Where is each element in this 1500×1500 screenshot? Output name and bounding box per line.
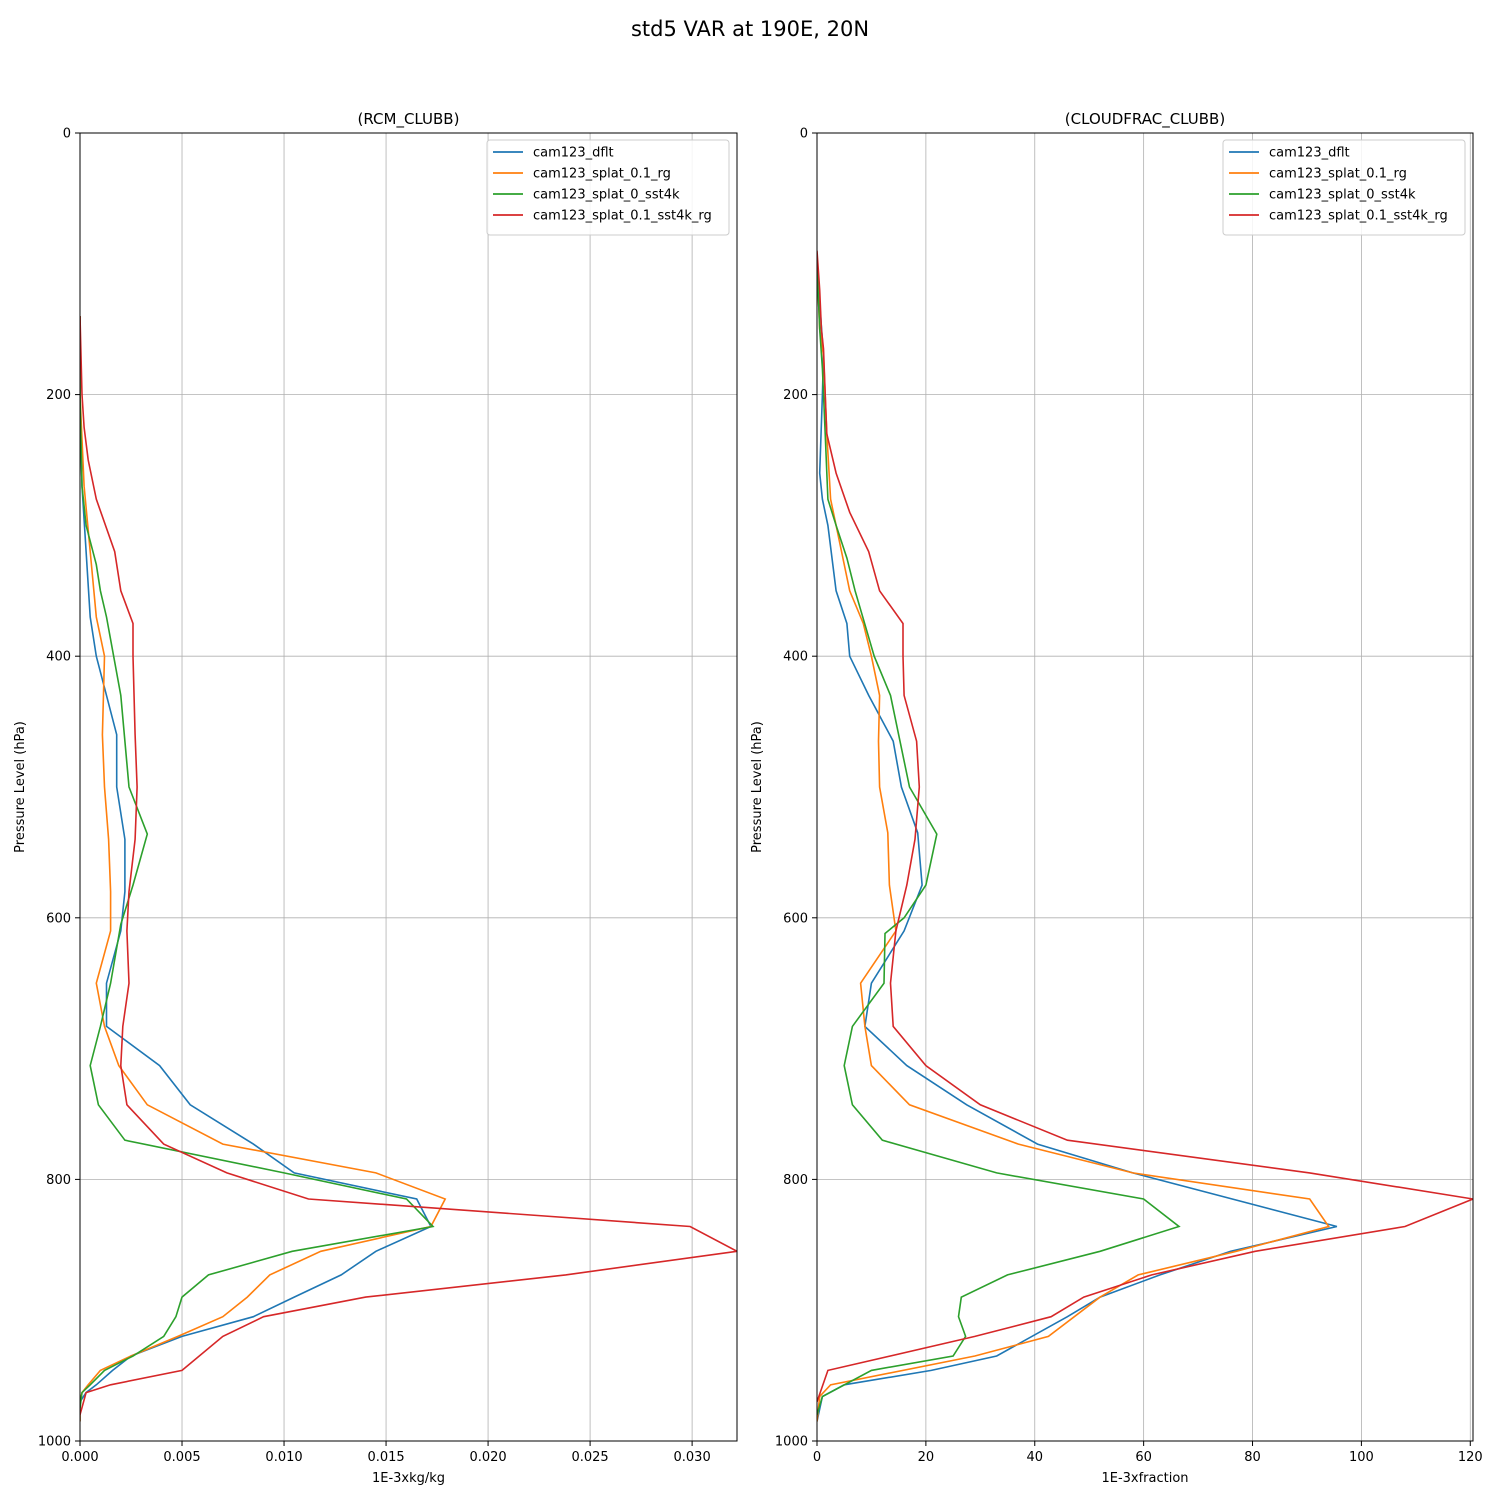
legend: cam123_dflt cam123_splat_0.1_rg cam123_spl… xyxy=(486,139,730,236)
y-axis-label: Pressure Level (hPa) xyxy=(750,721,765,853)
x-tick-label: 0.000 xyxy=(61,1450,98,1465)
x-tick-label: 120 xyxy=(1458,1450,1483,1465)
legend-entry-label: cam123_splat_0.1_rg xyxy=(533,167,671,182)
x-tick-label: 0.010 xyxy=(265,1450,302,1465)
y-tick-label: 400 xyxy=(783,650,808,665)
y-tick-label: 800 xyxy=(46,1173,71,1188)
y-tick-label: 0 xyxy=(63,127,71,142)
x-tick-label: 0 xyxy=(813,1450,821,1465)
legend-entry-label: cam123_splat_0_sst4k xyxy=(533,188,680,203)
legend-entry-label: cam123_dflt xyxy=(1269,146,1350,161)
axes-frame xyxy=(816,132,1474,1442)
series-group xyxy=(80,316,737,1422)
y-axis-label: Pressure Level (hPa) xyxy=(13,721,28,853)
legend-entry-label: cam123_splat_0.1_sst4k_rg xyxy=(1269,209,1448,224)
y-tick-label: 600 xyxy=(46,911,71,926)
legend-entry-label: cam123_dflt xyxy=(533,146,614,161)
x-tick-label: 0.020 xyxy=(469,1450,506,1465)
x-tick-label: 40 xyxy=(1026,1450,1043,1465)
x-axis-label: 1E-3xfraction xyxy=(1101,1471,1188,1486)
x-tick-label: 0.030 xyxy=(674,1450,711,1465)
legend-box xyxy=(486,139,730,236)
legend-entry-label: cam123_splat_0.1_sst4k_rg xyxy=(533,209,712,224)
series-line-cam123_splat_0_sst4k xyxy=(817,263,1181,1416)
x-axis-label: 1E-3xkg/kg xyxy=(372,1471,445,1486)
series-line-cam123_splat_0.1_rg xyxy=(817,263,1331,1422)
chart-panel-2: 0 20 40 60 80 100 120 0 200 400 600 800 1000 (CLOUDFR… xyxy=(750,110,1483,1486)
y-tick-label: 400 xyxy=(46,650,71,665)
panel-title: (RCM_CLUBB) xyxy=(358,110,460,129)
y-tick-label: 600 xyxy=(783,911,808,926)
x-tick-label: 0.005 xyxy=(163,1450,200,1465)
x-tick-label: 20 xyxy=(918,1450,935,1465)
series-line-cam123_dflt xyxy=(80,316,432,1422)
x-tick-label: 0.025 xyxy=(571,1450,608,1465)
series-line-cam123_splat_0.1_rg xyxy=(80,316,447,1422)
figure-suptitle: std5 VAR at 190E, 20N xyxy=(631,17,869,41)
y-tick-label: 1000 xyxy=(775,1435,808,1450)
series-line-cam123_splat_0.1_sst4k_rg xyxy=(80,316,737,1416)
legend-entry-label: cam123_splat_0.1_rg xyxy=(1269,167,1407,182)
series-line-cam123_splat_0_sst4k xyxy=(80,316,435,1409)
legend-entry-label: cam123_splat_0_sst4k xyxy=(1269,188,1416,203)
legend: cam123_dflt cam123_splat_0.1_rg cam123_spl… xyxy=(1222,139,1466,236)
chart-panel-1: 0.000 0.005 0.010 0.015 0.020 0.025 0.030 0 200 4… xyxy=(13,110,738,1486)
x-tick-label: 100 xyxy=(1349,1450,1374,1465)
y-tick-label: 1000 xyxy=(38,1435,71,1450)
x-tick-label: 80 xyxy=(1244,1450,1261,1465)
series-line-cam123_splat_0.1_sst4k_rg xyxy=(817,250,1473,1403)
panels: 0.000 0.005 0.010 0.015 0.020 0.025 0.03002004… xyxy=(13,110,1483,1486)
y-tick-label: 800 xyxy=(783,1173,808,1188)
y-tick-label: 0 xyxy=(800,127,808,142)
panel-title: (CLOUDFRAC_CLUBB) xyxy=(1065,110,1225,129)
axes-frame xyxy=(79,132,738,1442)
series-line-cam123_dflt xyxy=(817,263,1338,1422)
x-tick-label: 0.015 xyxy=(367,1450,404,1465)
x-tick-label: 60 xyxy=(1135,1450,1152,1465)
y-tick-label: 200 xyxy=(46,388,71,403)
y-tick-label: 200 xyxy=(783,388,808,403)
series-group xyxy=(817,250,1473,1422)
legend-box xyxy=(1222,139,1466,236)
